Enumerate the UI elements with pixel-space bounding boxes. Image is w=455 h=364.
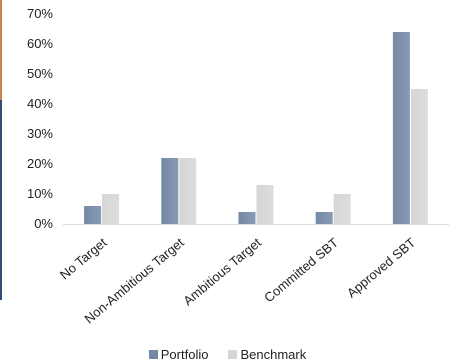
y-tick-label: 50% bbox=[27, 66, 53, 81]
bar-benchmark-2 bbox=[256, 185, 274, 224]
bar-benchmark-4 bbox=[410, 89, 428, 224]
x-tick-label: Ambitious Target bbox=[180, 235, 264, 309]
bar-chart: 0%10%20%30%40%50%60%70%No TargetNon-Ambi… bbox=[27, 6, 449, 326]
bar-portfolio-3 bbox=[315, 212, 333, 224]
page-edge-accent-lower bbox=[0, 100, 2, 300]
y-tick-label: 30% bbox=[27, 126, 53, 141]
y-tick-label: 10% bbox=[27, 186, 53, 201]
legend-swatch-benchmark bbox=[228, 349, 238, 359]
x-tick-label: Approved SBT bbox=[344, 235, 418, 301]
y-tick-label: 60% bbox=[27, 36, 53, 51]
y-tick-label: 0% bbox=[34, 216, 53, 231]
legend-item-portfolio: Portfolio bbox=[148, 346, 209, 362]
y-tick-label: 70% bbox=[27, 6, 53, 21]
bar-benchmark-3 bbox=[333, 194, 351, 224]
bar-benchmark-0 bbox=[102, 194, 120, 224]
legend-item-benchmark: Benchmark bbox=[228, 347, 306, 362]
legend-label-portfolio: Portfolio bbox=[160, 346, 209, 362]
y-tick-label: 20% bbox=[27, 156, 53, 171]
x-tick-label: No Target bbox=[57, 235, 110, 283]
bar-portfolio-2 bbox=[238, 212, 256, 224]
bar-portfolio-1 bbox=[161, 158, 179, 224]
page-edge-accent bbox=[0, 0, 2, 100]
bar-portfolio-4 bbox=[392, 32, 410, 224]
x-tick-label: Committed SBT bbox=[261, 235, 341, 305]
legend-label-benchmark: Benchmark bbox=[240, 346, 307, 362]
legend: Portfolio Benchmark bbox=[0, 344, 455, 364]
bar-benchmark-1 bbox=[179, 158, 197, 224]
y-tick-label: 40% bbox=[27, 96, 53, 111]
bar-portfolio-0 bbox=[84, 206, 102, 224]
legend-swatch-portfolio bbox=[148, 349, 158, 359]
